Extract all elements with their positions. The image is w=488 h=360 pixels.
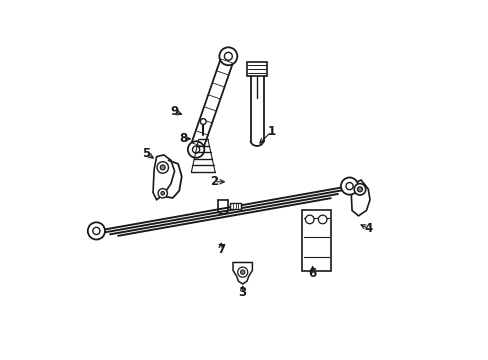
Polygon shape <box>351 180 369 216</box>
Circle shape <box>192 146 199 153</box>
Circle shape <box>340 177 357 195</box>
Text: 5: 5 <box>142 147 150 159</box>
Text: 9: 9 <box>170 105 178 118</box>
Circle shape <box>346 183 352 190</box>
Circle shape <box>93 227 100 234</box>
Circle shape <box>157 162 168 173</box>
Text: 2: 2 <box>209 175 218 188</box>
Circle shape <box>200 119 206 125</box>
Circle shape <box>187 141 204 158</box>
Circle shape <box>357 187 362 192</box>
Circle shape <box>219 47 237 65</box>
Text: 3: 3 <box>238 287 246 300</box>
Text: 4: 4 <box>364 222 371 235</box>
Bar <box>246 62 266 76</box>
Circle shape <box>240 270 244 274</box>
Circle shape <box>160 165 165 170</box>
Polygon shape <box>301 211 330 271</box>
Circle shape <box>158 189 167 198</box>
Polygon shape <box>153 155 174 200</box>
Circle shape <box>353 184 365 195</box>
Text: 8: 8 <box>179 132 187 145</box>
Circle shape <box>237 267 247 277</box>
Polygon shape <box>233 262 252 284</box>
Circle shape <box>318 215 326 224</box>
Text: 1: 1 <box>267 125 275 138</box>
Circle shape <box>161 192 164 195</box>
Circle shape <box>305 215 313 224</box>
Circle shape <box>224 52 232 60</box>
Text: 6: 6 <box>308 267 316 280</box>
Circle shape <box>88 222 105 239</box>
Bar <box>229 203 241 209</box>
Polygon shape <box>190 54 234 152</box>
Text: 7: 7 <box>217 243 225 256</box>
